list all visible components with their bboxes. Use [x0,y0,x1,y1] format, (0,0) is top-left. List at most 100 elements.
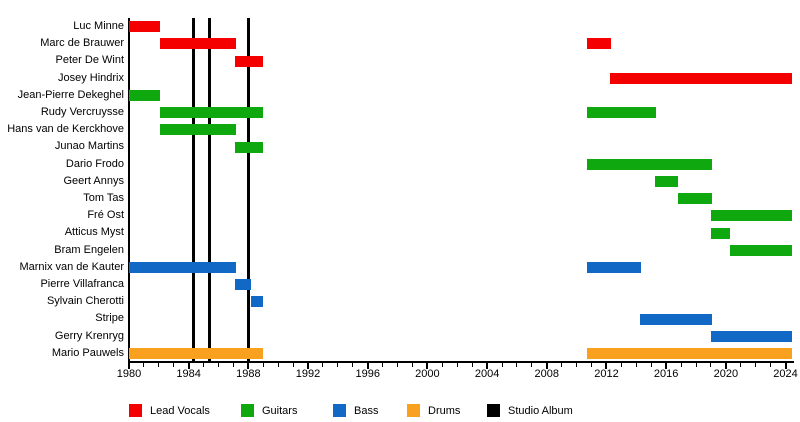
x-axis-minor-tick [337,363,339,367]
tenure-bar-guitars [159,124,237,136]
member-name-label: Tom Tas [83,192,124,204]
member-name-label: Fré Ost [87,209,124,222]
x-axis-major-tick [426,363,429,369]
y-axis-line [128,18,130,363]
member-name-label: Luc Minne [73,20,124,32]
tenure-bar-bass [587,261,641,273]
legend-label: Studio Album [508,404,573,417]
member-name-label: Dario Frodo [65,157,124,170]
member-name-label: Bram Engelen [54,243,124,256]
x-axis-major-tick [545,363,548,369]
legend-label: Bass [354,404,379,417]
tenure-bar-bass [251,296,264,308]
member-name-label: Peter De Wint [55,54,124,67]
tenure-bar-lead-vocals [129,21,161,33]
x-axis-minor-tick [516,363,518,367]
studio-album-line [192,18,196,362]
x-axis-tick-label: 2000 [415,368,440,380]
x-axis-tick-label: 2008 [534,368,560,380]
x-axis-minor-tick [412,363,413,367]
x-axis-major-tick [247,363,250,369]
x-axis-minor-tick [441,363,443,367]
x-axis-minor-tick [143,363,145,367]
legend-item-bass: Bass [333,404,378,417]
x-axis-minor-tick [292,363,294,367]
x-axis-minor-tick [456,363,458,367]
member-name-label: Josey Hindrix [57,71,124,84]
x-axis-major-tick [784,363,787,369]
x-axis-minor-tick [710,363,712,367]
legend-swatch-drums [407,404,420,417]
legend-swatch-lead-vocals [129,404,142,417]
tenure-bar-lead-vocals [610,72,793,84]
member-name-label: Pierre Villafranca [40,278,124,290]
tenure-bar-lead-vocals [234,55,264,67]
x-axis-minor-tick [591,363,593,367]
legend-label: Drums [428,404,461,417]
tenure-bar-bass [234,279,251,291]
x-axis-minor-tick [770,363,772,367]
legend-label: Lead Vocals [150,404,210,417]
x-axis-minor-tick [561,363,563,367]
legend-swatch-studio-album [487,404,500,417]
x-axis-minor-tick [382,363,384,367]
x-axis-minor-tick [277,363,279,367]
legend-swatch-bass [333,404,346,417]
legend-item-lead-vocals: Lead Vocals [129,404,210,417]
x-axis-minor-tick [471,363,473,367]
tenure-bar-guitars [129,89,161,101]
tenure-bar-drums [129,347,264,359]
legend-label: Guitars [262,404,298,417]
member-name-label: Junao Martins [54,140,124,153]
x-axis-tick-label: 1992 [295,368,321,380]
x-axis-minor-tick [695,363,697,367]
x-axis-minor-tick [262,363,264,367]
member-name-label: Atticus Myst [64,226,124,239]
tenure-bar-guitars [678,193,712,205]
x-axis-minor-tick [173,363,175,367]
x-axis-tick-label: 2004 [474,368,500,380]
x-axis-major-tick [187,363,190,369]
x-axis-major-tick [486,363,489,369]
tenure-bar-guitars [587,107,656,119]
x-axis-minor-tick [218,363,220,367]
x-axis-minor-tick [635,363,637,367]
x-axis-major-tick [128,363,130,369]
member-name-label: Stripe [95,312,124,325]
studio-album-line [208,18,212,362]
x-axis-tick-label: 2016 [653,368,679,380]
tenure-bar-guitars [729,244,793,256]
tenure-bar-guitars [710,210,793,222]
x-axis-minor-tick [740,363,742,367]
x-axis-minor-tick [620,363,622,367]
legend-item-drums: Drums [407,404,460,417]
x-axis-minor-tick [322,363,324,367]
member-name-label: Marc de Brauwer [40,37,124,50]
x-axis-major-tick [605,363,608,369]
member-name-label: Mario Pauwels [51,346,124,359]
tenure-bar-lead-vocals [587,38,611,50]
x-axis-tick-label: 1988 [236,368,261,380]
x-axis-minor-tick [397,363,399,367]
studio-album-line [246,18,250,362]
x-axis-major-tick [724,363,727,369]
x-axis-minor-tick [650,363,652,367]
tenure-bar-drums [587,347,793,359]
member-name-label: Rudy Vercruysse [40,106,124,118]
x-axis-minor-tick [501,363,503,367]
x-axis-minor-tick [232,363,234,367]
x-axis-minor-tick [755,363,757,367]
x-axis-minor-tick [531,363,533,367]
x-axis-major-tick [307,363,310,369]
member-name-label: Marnix van de Kauter [19,260,124,273]
tenure-bar-guitars [654,175,679,187]
x-axis-tick-label: 1980 [116,368,142,380]
x-axis-tick-label: 1984 [176,368,201,380]
legend-item-guitars: Guitars [241,404,297,417]
tenure-bar-guitars [234,141,264,153]
x-axis-minor-tick [352,363,354,367]
tenure-bar-bass [710,330,793,342]
legend-swatch-guitars [241,404,254,417]
x-axis-minor-tick [203,363,205,367]
